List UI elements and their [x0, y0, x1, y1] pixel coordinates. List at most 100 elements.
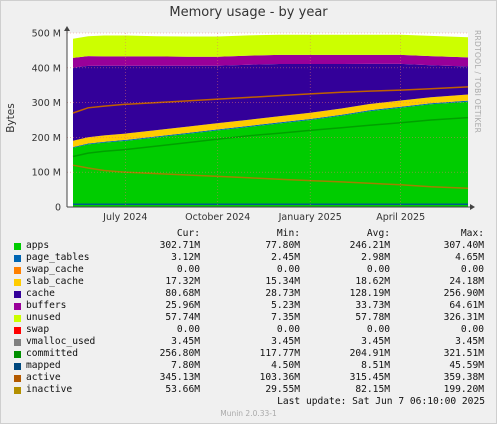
- x-axis-arrow: [470, 204, 475, 210]
- legend-min-value: 29.55M: [265, 384, 300, 395]
- legend-series-name: page_tables: [26, 252, 90, 263]
- legend-series-name: swap_cache: [26, 264, 84, 275]
- legend-row-apps: apps 302.71M 77.80M 246.21M 307.40M: [12, 240, 492, 252]
- area-cache: [73, 63, 468, 141]
- legend: Cur: Min: Avg: Max: apps 302.71M 77.80M 246…: [12, 228, 492, 396]
- x-tick-label: January 2025: [278, 212, 342, 223]
- y-tick-label: 300 M: [32, 98, 61, 109]
- legend-max-value: 24.18M: [449, 276, 484, 287]
- legend-series-name: swap: [26, 324, 50, 335]
- rrdtool-watermark: RRDTOOL / TOBI OETIKER: [473, 30, 482, 134]
- legend-avg-value: 18.62M: [355, 276, 390, 287]
- legend-row-active: active 345.13M 103.36M 315.45M 359.38M: [12, 372, 492, 384]
- legend-row-unused: unused 57.74M 7.35M 57.78M 326.31M: [12, 312, 492, 324]
- legend-swatch: [14, 243, 21, 250]
- legend-cur-value: 256.80M: [159, 348, 200, 359]
- legend-swatch: [14, 327, 21, 334]
- legend-max-value: 256.90M: [443, 288, 484, 299]
- area-page-tables: [73, 100, 468, 148]
- legend-row-committed: committed 256.80M 117.77M 204.91M 321.51M: [12, 348, 492, 360]
- legend-max-value: 64.61M: [449, 300, 484, 311]
- chart-plot: 0 100 M 200 M 300 M 400 M 500 M July 2024 Octob…: [5, 26, 475, 223]
- legend-swatch: [14, 267, 21, 274]
- legend-min-value: 103.36M: [259, 372, 300, 383]
- legend-max-value: 307.40M: [443, 240, 484, 251]
- legend-swatch: [14, 387, 21, 394]
- legend-max-value: 3.45M: [455, 336, 484, 347]
- legend-avg-value: 128.19M: [349, 288, 390, 299]
- legend-cur-value: 3.12M: [171, 252, 200, 263]
- legend-swatch: [14, 339, 21, 346]
- chart-title: Memory usage - by year: [169, 5, 328, 20]
- x-tick-label: October 2024: [185, 212, 250, 223]
- legend-series-name: buffers: [26, 300, 67, 311]
- legend-row-vmalloc-used: vmalloc_used 3.45M 3.45M 3.45M 3.45M: [12, 336, 492, 348]
- x-tick-label: July 2024: [102, 212, 147, 223]
- legend-min-value: 0.00: [276, 324, 300, 335]
- legend-header: Cur: Min: Avg: Max:: [12, 228, 492, 240]
- legend-avg-value: 204.91M: [349, 348, 390, 359]
- legend-min-value: 3.45M: [271, 336, 300, 347]
- legend-avg-value: 57.78M: [355, 312, 390, 323]
- legend-max-value: 359.38M: [443, 372, 484, 383]
- legend-avg-value: 315.45M: [349, 372, 390, 383]
- munin-version: Munin 2.0.33-1: [220, 409, 277, 418]
- legend-avg-value: 246.21M: [349, 240, 390, 251]
- legend-series-name: mapped: [26, 360, 61, 371]
- legend-cur-value: 0.00: [176, 324, 200, 335]
- legend-header-max: Max:: [460, 228, 484, 239]
- legend-cur-value: 3.45M: [171, 336, 200, 347]
- legend-row-cache: cache 80.68M 28.73M 128.19M 256.90M: [12, 288, 492, 300]
- legend-cur-value: 0.00: [176, 264, 200, 275]
- last-update: Last update: Sat Jun 7 06:10:00 2025: [277, 396, 485, 407]
- legend-avg-value: 82.15M: [355, 384, 390, 395]
- x-tick-label: April 2025: [376, 212, 425, 223]
- legend-min-value: 77.80M: [265, 240, 300, 251]
- legend-min-value: 28.73M: [265, 288, 300, 299]
- legend-header-avg: Avg:: [366, 228, 390, 239]
- legend-max-value: 321.51M: [443, 348, 484, 359]
- legend-series-name: active: [26, 372, 61, 383]
- legend-min-value: 0.00: [276, 264, 300, 275]
- y-tick-label: 400 M: [32, 63, 61, 74]
- legend-avg-value: 0.00: [366, 264, 390, 275]
- legend-swatch: [14, 315, 21, 322]
- legend-cur-value: 25.96M: [165, 300, 200, 311]
- y-axis-label: Bytes: [5, 103, 17, 132]
- legend-series-name: cache: [26, 288, 55, 299]
- legend-cur-value: 57.74M: [165, 312, 200, 323]
- legend-max-value: 0.00: [460, 324, 484, 335]
- area-buffers: [73, 54, 468, 68]
- legend-swatch: [14, 303, 21, 310]
- legend-row-slab-cache: slab_cache 17.32M 15.34M 18.62M 24.18M: [12, 276, 492, 288]
- legend-avg-value: 8.51M: [361, 360, 390, 371]
- legend-max-value: 199.20M: [443, 384, 484, 395]
- legend-row-mapped: mapped 7.80M 4.50M 8.51M 45.59M: [12, 360, 492, 372]
- legend-row-page-tables: page_tables 3.12M 2.45M 2.98M 4.65M: [12, 252, 492, 264]
- legend-row-swap-cache: swap_cache 0.00 0.00 0.00 0.00: [12, 264, 492, 276]
- legend-avg-value: 3.45M: [361, 336, 390, 347]
- legend-min-value: 7.35M: [271, 312, 300, 323]
- legend-avg-value: 0.00: [366, 324, 390, 335]
- area-apps: [73, 101, 468, 207]
- legend-swatch: [14, 291, 21, 298]
- legend-row-inactive: inactive 53.66M 29.55M 82.15M 199.20M: [12, 384, 492, 396]
- legend-swatch: [14, 255, 21, 262]
- legend-avg-value: 2.98M: [361, 252, 390, 263]
- legend-series-name: apps: [26, 240, 50, 251]
- legend-row-buffers: buffers 25.96M 5.23M 33.73M 64.61M: [12, 300, 492, 312]
- y-axis-arrow: [64, 26, 70, 31]
- y-tick-label: 200 M: [32, 133, 61, 144]
- legend-cur-value: 7.80M: [171, 360, 200, 371]
- legend-min-value: 15.34M: [265, 276, 300, 287]
- legend-max-value: 326.31M: [443, 312, 484, 323]
- line-active: [72, 86, 469, 114]
- legend-cur-value: 302.71M: [159, 240, 200, 251]
- legend-swatch: [14, 363, 21, 370]
- legend-max-value: 0.00: [460, 264, 484, 275]
- legend-series-name: unused: [26, 312, 61, 323]
- legend-header-min: Min:: [276, 228, 300, 239]
- legend-cur-value: 53.66M: [165, 384, 200, 395]
- line-inactive: [72, 164, 469, 190]
- legend-cur-value: 17.32M: [165, 276, 200, 287]
